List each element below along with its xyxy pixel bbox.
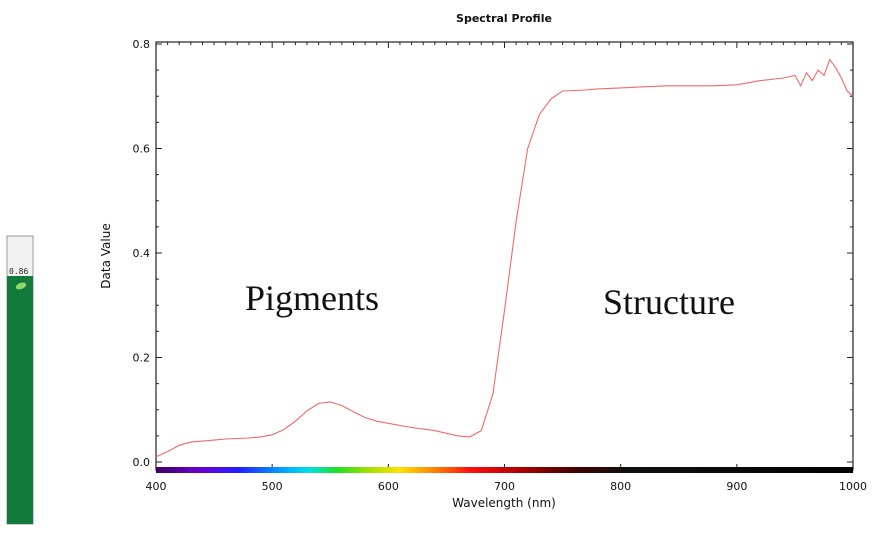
gauge-value-label: 0.86 bbox=[9, 267, 28, 276]
chart-title: Spectral Profile bbox=[456, 12, 552, 25]
y-tick-label: 0.0 bbox=[133, 456, 151, 469]
y-axis-label: Data Value bbox=[99, 223, 113, 288]
annotation-pigments: Pigments bbox=[245, 278, 379, 318]
annotation-structure: Structure bbox=[603, 282, 735, 322]
y-tick-label: 0.8 bbox=[133, 38, 151, 51]
x-tick-label: 400 bbox=[146, 480, 167, 493]
x-tick-label: 800 bbox=[610, 480, 631, 493]
y-tick-label: 0.2 bbox=[133, 352, 151, 365]
y-tick-label: 0.6 bbox=[133, 143, 151, 156]
gauge-fill bbox=[7, 276, 33, 524]
x-axis-label: Wavelength (nm) bbox=[452, 496, 556, 510]
spectrum-bar bbox=[156, 467, 853, 473]
plot-area bbox=[155, 41, 854, 471]
leaf-icon bbox=[15, 282, 27, 290]
series-line bbox=[155, 58, 854, 458]
x-tick-labels: 400 500 600 700 800 900 1000 bbox=[146, 480, 868, 493]
x-tick-label: 900 bbox=[726, 480, 747, 493]
y-tick-labels: 0.0 0.2 0.4 0.6 0.8 bbox=[133, 38, 151, 469]
x-tick-label: 700 bbox=[494, 480, 515, 493]
x-tick-label: 500 bbox=[262, 480, 283, 493]
index-gauge: 0.86 bbox=[6, 235, 34, 525]
x-tick-label: 1000 bbox=[839, 480, 867, 493]
y-tick-label: 0.4 bbox=[133, 247, 151, 260]
x-tick-label: 600 bbox=[378, 480, 399, 493]
